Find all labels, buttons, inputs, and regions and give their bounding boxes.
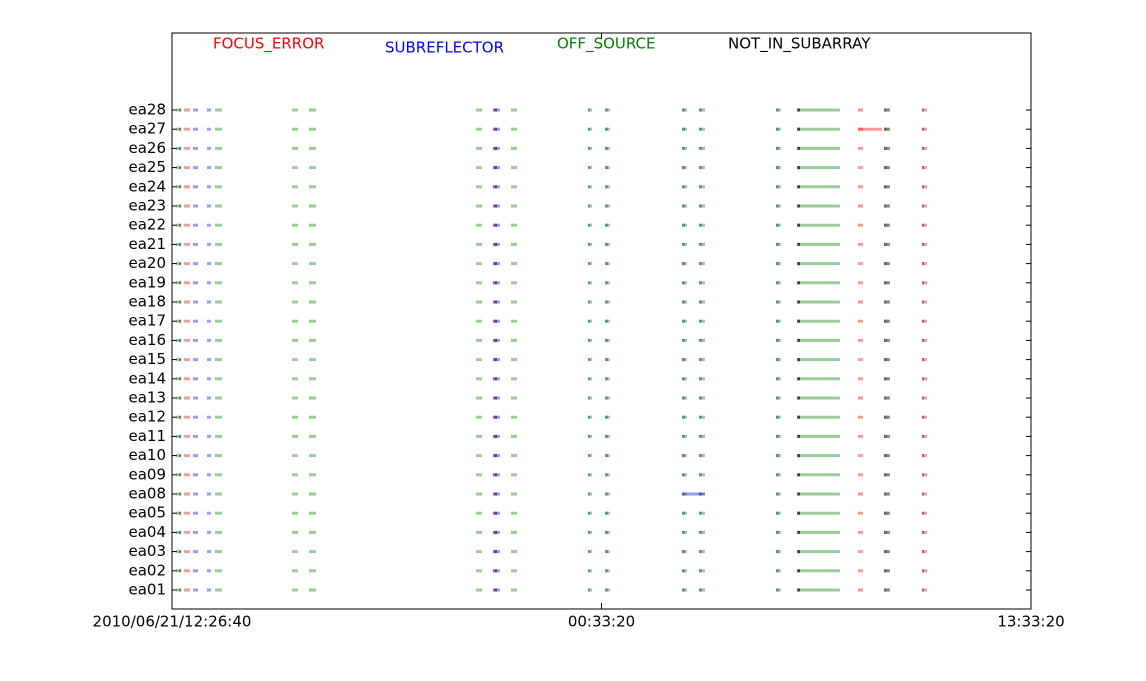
- y-tick-label: ea20: [128, 254, 166, 272]
- plot-frame: [171, 32, 1032, 610]
- y-tick-label: ea25: [128, 158, 166, 176]
- x-tick-label: 13:33:20: [997, 613, 1064, 631]
- y-tick-label: ea27: [128, 120, 166, 138]
- y-tick-label: ea01: [128, 581, 166, 599]
- y-tick-label: ea24: [128, 177, 166, 195]
- y-tick-label: ea10: [128, 446, 166, 464]
- y-tick-label: ea12: [128, 408, 166, 426]
- y-tick-label: ea14: [128, 369, 166, 387]
- y-tick-label: ea03: [128, 542, 166, 560]
- y-tick-label: ea02: [128, 561, 166, 579]
- legend-entry: SUBREFLECTOR: [385, 39, 504, 57]
- y-tick-label: ea15: [128, 350, 166, 368]
- y-tick-label: ea11: [128, 427, 166, 445]
- y-tick-label: ea19: [128, 273, 166, 291]
- x-tick-label: 2010/06/21/12:26:40: [93, 613, 252, 631]
- y-tick-label: ea28: [128, 101, 166, 119]
- y-tick-label: ea21: [128, 235, 166, 253]
- y-tick-label: ea22: [128, 216, 166, 234]
- y-tick-label: ea17: [128, 312, 166, 330]
- legend-entry: NOT_IN_SUBARRAY: [728, 35, 871, 54]
- y-tick-label: ea13: [128, 389, 166, 407]
- y-tick-label: ea18: [128, 293, 166, 311]
- y-tick-label: ea08: [128, 485, 166, 503]
- legend-entry: FOCUS_ERROR: [213, 35, 324, 54]
- y-tick-label: ea23: [128, 197, 166, 215]
- legend-entry: OFF_SOURCE: [557, 35, 656, 54]
- y-tick-label: ea04: [128, 523, 166, 541]
- y-tick-label: ea09: [128, 465, 166, 483]
- x-tick-label: 00:33:20: [568, 613, 635, 631]
- y-tick-label: ea26: [128, 139, 166, 157]
- y-tick-label: ea05: [128, 504, 166, 522]
- y-tick-label: ea16: [128, 331, 166, 349]
